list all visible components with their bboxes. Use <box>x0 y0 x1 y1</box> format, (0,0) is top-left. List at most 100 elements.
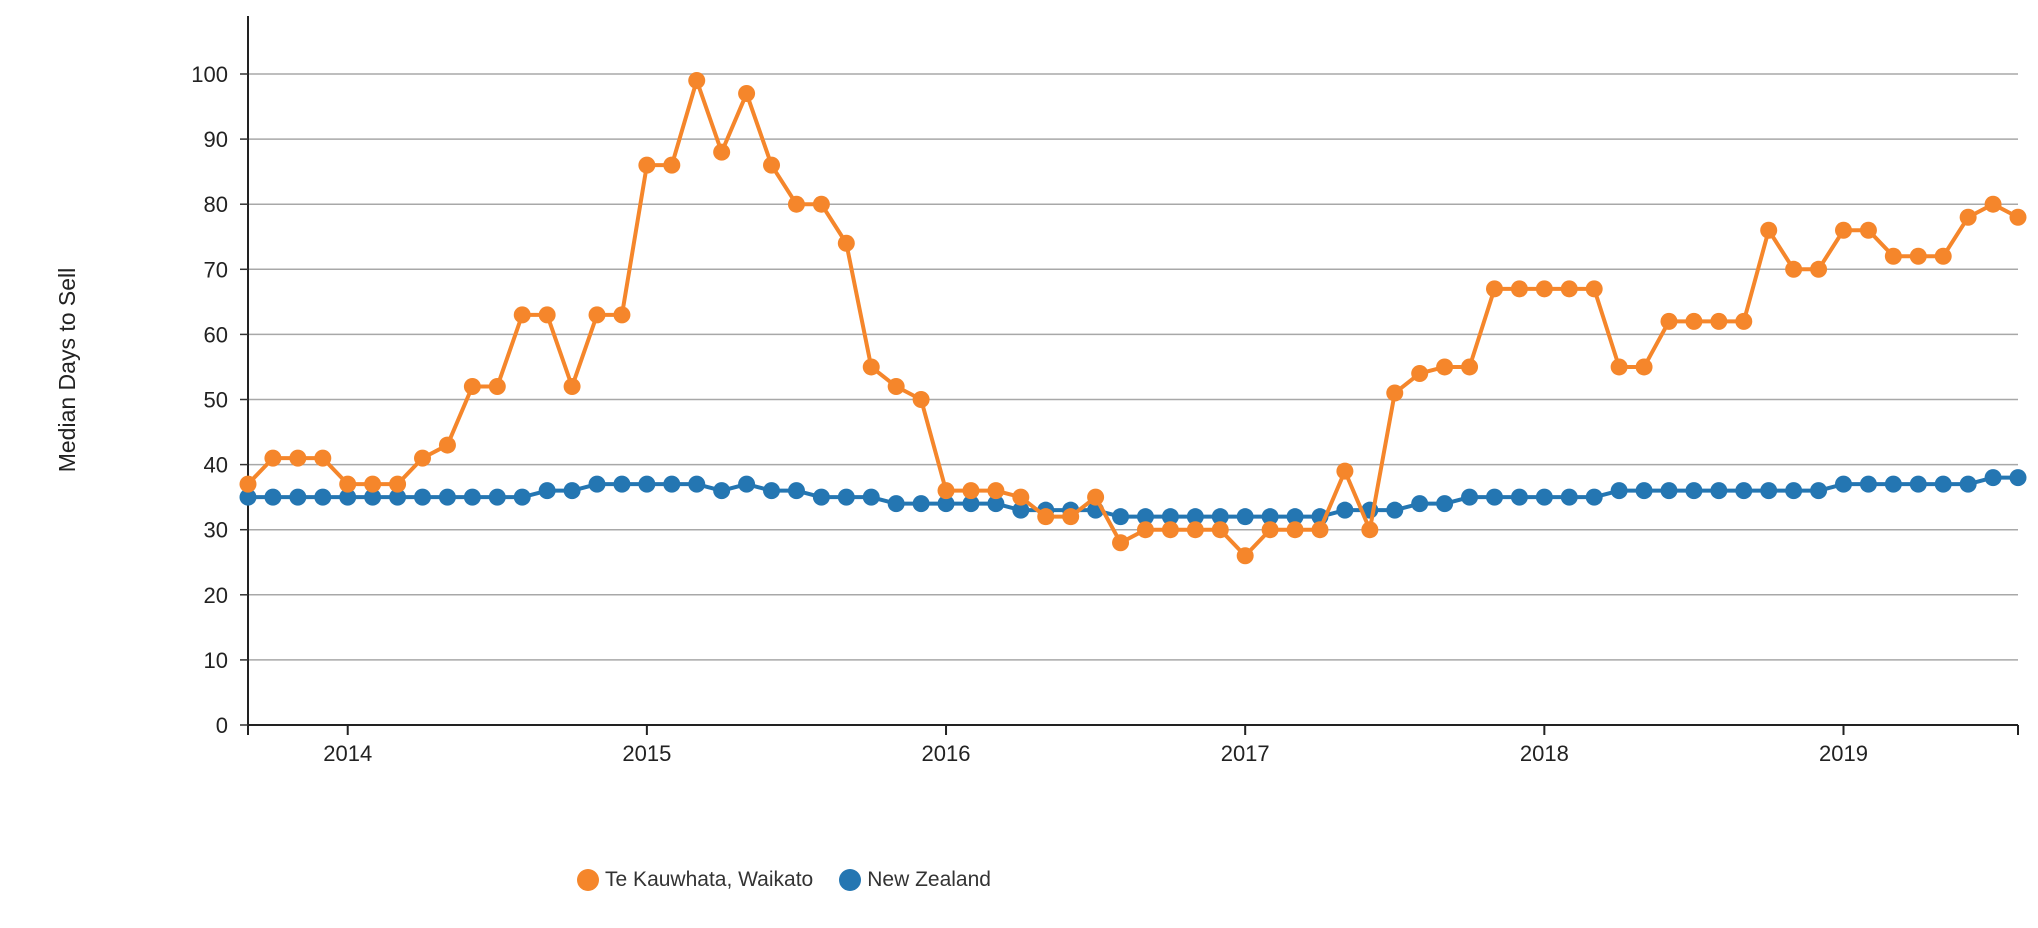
data-point[interactable] <box>862 488 880 506</box>
data-point[interactable] <box>563 377 581 395</box>
data-point[interactable] <box>1485 280 1503 298</box>
data-point[interactable] <box>289 449 307 467</box>
data-point[interactable] <box>538 482 556 500</box>
data-point[interactable] <box>1685 482 1703 500</box>
data-point[interactable] <box>1286 508 1304 526</box>
data-point[interactable] <box>414 488 432 506</box>
data-point[interactable] <box>1211 508 1229 526</box>
data-point[interactable] <box>438 436 456 454</box>
data-point[interactable] <box>862 358 880 376</box>
data-point[interactable] <box>1436 495 1454 513</box>
data-point[interactable] <box>264 488 282 506</box>
data-point[interactable] <box>1934 475 1952 493</box>
data-point[interactable] <box>987 495 1005 513</box>
data-point[interactable] <box>1386 501 1404 519</box>
data-point[interactable] <box>663 156 681 174</box>
data-point[interactable] <box>1959 475 1977 493</box>
data-point[interactable] <box>1810 260 1828 278</box>
data-point[interactable] <box>812 195 830 213</box>
data-point[interactable] <box>1909 247 1927 265</box>
data-point[interactable] <box>538 306 556 324</box>
data-point[interactable] <box>1859 221 1877 239</box>
data-point[interactable] <box>339 488 357 506</box>
data-point[interactable] <box>912 495 930 513</box>
data-point[interactable] <box>613 475 631 493</box>
data-point[interactable] <box>1012 488 1030 506</box>
data-point[interactable] <box>513 306 531 324</box>
data-point[interactable] <box>1535 280 1553 298</box>
data-point[interactable] <box>1311 521 1329 539</box>
data-point[interactable] <box>1510 280 1528 298</box>
data-point[interactable] <box>1186 521 1204 539</box>
data-point[interactable] <box>364 475 382 493</box>
data-point[interactable] <box>1635 358 1653 376</box>
data-point[interactable] <box>588 306 606 324</box>
data-point[interactable] <box>663 475 681 493</box>
data-point[interactable] <box>1062 508 1080 526</box>
data-point[interactable] <box>239 475 257 493</box>
data-point[interactable] <box>688 475 706 493</box>
data-point[interactable] <box>588 475 606 493</box>
data-point[interactable] <box>1286 521 1304 539</box>
data-point[interactable] <box>314 488 332 506</box>
data-point[interactable] <box>2009 208 2027 226</box>
data-point[interactable] <box>1037 508 1055 526</box>
data-point[interactable] <box>1685 312 1703 330</box>
data-point[interactable] <box>1635 482 1653 500</box>
data-point[interactable] <box>1485 488 1503 506</box>
data-point[interactable] <box>1834 475 1852 493</box>
data-point[interactable] <box>1710 312 1728 330</box>
data-point[interactable] <box>1934 247 1952 265</box>
data-point[interactable] <box>787 482 805 500</box>
data-point[interactable] <box>1760 221 1778 239</box>
data-point[interactable] <box>1710 482 1728 500</box>
data-point[interactable] <box>513 488 531 506</box>
data-point[interactable] <box>812 488 830 506</box>
data-point[interactable] <box>2009 469 2027 487</box>
data-point[interactable] <box>339 475 357 493</box>
data-point[interactable] <box>1461 358 1479 376</box>
data-point[interactable] <box>638 475 656 493</box>
data-point[interactable] <box>314 449 332 467</box>
data-point[interactable] <box>987 482 1005 500</box>
data-point[interactable] <box>1012 501 1030 519</box>
data-point[interactable] <box>1585 488 1603 506</box>
data-point[interactable] <box>1984 195 2002 213</box>
legend-item-new-zealand[interactable]: New Zealand <box>839 868 991 892</box>
data-point[interactable] <box>713 482 731 500</box>
data-point[interactable] <box>962 495 980 513</box>
data-point[interactable] <box>1909 475 1927 493</box>
data-point[interactable] <box>1336 462 1354 480</box>
data-point[interactable] <box>1535 488 1553 506</box>
data-point[interactable] <box>738 85 756 103</box>
data-point[interactable] <box>937 482 955 500</box>
data-point[interactable] <box>1660 312 1678 330</box>
data-point[interactable] <box>638 156 656 174</box>
data-point[interactable] <box>1610 358 1628 376</box>
data-point[interactable] <box>837 234 855 252</box>
data-point[interactable] <box>1336 501 1354 519</box>
data-point[interactable] <box>1411 364 1429 382</box>
data-point[interactable] <box>1610 482 1628 500</box>
data-point[interactable] <box>763 156 781 174</box>
data-point[interactable] <box>713 143 731 161</box>
data-point[interactable] <box>1984 469 2002 487</box>
data-point[interactable] <box>1411 495 1429 513</box>
data-point[interactable] <box>1560 488 1578 506</box>
data-point[interactable] <box>1261 508 1279 526</box>
data-point[interactable] <box>1884 247 1902 265</box>
data-point[interactable] <box>563 482 581 500</box>
data-point[interactable] <box>1785 260 1803 278</box>
data-point[interactable] <box>688 72 706 90</box>
data-point[interactable] <box>1760 482 1778 500</box>
data-point[interactable] <box>1136 521 1154 539</box>
data-point[interactable] <box>264 449 282 467</box>
data-point[interactable] <box>414 449 432 467</box>
data-point[interactable] <box>1161 521 1179 539</box>
data-point[interactable] <box>1112 534 1130 552</box>
data-point[interactable] <box>1660 482 1678 500</box>
data-point[interactable] <box>1884 475 1902 493</box>
data-point[interactable] <box>389 475 407 493</box>
data-point[interactable] <box>488 377 506 395</box>
data-point[interactable] <box>1510 488 1528 506</box>
